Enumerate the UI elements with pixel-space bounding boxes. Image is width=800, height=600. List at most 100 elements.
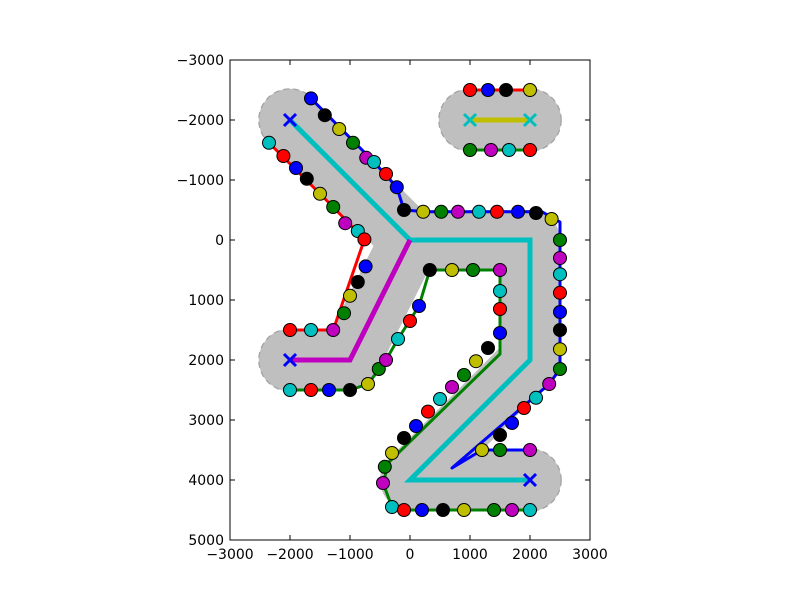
center-line-0 bbox=[288, 118, 533, 483]
boundary-point-60 bbox=[445, 263, 459, 277]
marker-layer bbox=[262, 83, 567, 517]
boundary-point-15 bbox=[283, 323, 297, 337]
boundary-point-75 bbox=[377, 459, 392, 474]
boundary-point-62 bbox=[493, 263, 507, 277]
y-tick-label: 0 bbox=[215, 233, 224, 249]
boundary-point-17 bbox=[317, 108, 332, 123]
boundary-point-59 bbox=[422, 263, 437, 277]
boundary-point-1 bbox=[276, 149, 291, 163]
boundary-point-31 bbox=[529, 206, 543, 220]
x-tick-label: −2000 bbox=[266, 547, 313, 563]
boundary-point-53 bbox=[361, 377, 375, 391]
boundary-point-29 bbox=[490, 204, 504, 219]
boundary-point-70 bbox=[433, 392, 447, 406]
boundary-point-2 bbox=[289, 161, 303, 175]
boundary-point-22 bbox=[379, 167, 393, 181]
x-marker-stroke bbox=[462, 112, 478, 128]
boundary-point-45 bbox=[493, 428, 507, 442]
boundary-point-40 bbox=[553, 362, 567, 376]
x-marker-3 bbox=[462, 112, 478, 128]
boundary-point-23 bbox=[389, 180, 404, 195]
boundary-point-56 bbox=[391, 332, 405, 346]
x-tick-label: 3000 bbox=[572, 547, 608, 563]
boundary-point-36 bbox=[553, 285, 567, 300]
boundary-point-24 bbox=[397, 203, 411, 217]
boundary-point-43 bbox=[517, 401, 531, 415]
y-tick-label: 5000 bbox=[188, 533, 224, 549]
boundary-point-46 bbox=[475, 443, 489, 457]
boundary-point-33 bbox=[553, 233, 567, 247]
boundary-point-35 bbox=[553, 267, 567, 282]
boundary-point-14 bbox=[304, 323, 318, 337]
boundary-point-91 bbox=[502, 143, 516, 157]
boundary-point-89 bbox=[463, 143, 477, 157]
boundary-point-11 bbox=[343, 288, 357, 303]
y-tick-label: −1000 bbox=[177, 173, 224, 189]
boundary-point-6 bbox=[338, 216, 353, 231]
y-tick-label: 3000 bbox=[188, 413, 224, 429]
boundary-point-42 bbox=[529, 390, 543, 405]
boundary-point-67 bbox=[469, 354, 483, 369]
boundary-point-18 bbox=[332, 122, 347, 136]
boundary-point-48 bbox=[523, 443, 537, 457]
boundary-point-78 bbox=[397, 503, 411, 517]
boundary-point-80 bbox=[436, 503, 450, 517]
x-marker-2 bbox=[522, 472, 538, 488]
boundary-point-92 bbox=[523, 143, 537, 157]
boundary-point-0 bbox=[262, 135, 276, 150]
boundary-point-44 bbox=[505, 416, 519, 430]
boundary-point-64 bbox=[493, 302, 507, 316]
boundary-point-71 bbox=[421, 404, 435, 419]
boundary-point-68 bbox=[457, 368, 471, 382]
boundary-point-12 bbox=[337, 306, 351, 321]
x-marker-stroke bbox=[282, 352, 298, 368]
x-marker-0 bbox=[282, 112, 298, 128]
boundary-point-41 bbox=[542, 377, 557, 391]
boundary-point-21 bbox=[367, 155, 381, 169]
boundary-point-39 bbox=[553, 342, 567, 357]
boundary-point-86 bbox=[481, 83, 495, 97]
boundary-point-32 bbox=[544, 212, 559, 226]
boundary-point-8 bbox=[357, 232, 372, 247]
x-axis: −3000 −2000 −1000 0 1000 2000 3000 bbox=[206, 60, 608, 563]
boundary-point-58 bbox=[412, 299, 426, 313]
boundary-point-65 bbox=[493, 326, 507, 340]
y-tick-label: −3000 bbox=[177, 53, 224, 69]
x-marker-stroke bbox=[522, 112, 538, 128]
boundary-point-19 bbox=[346, 135, 360, 150]
boundary-point-69 bbox=[445, 380, 459, 394]
boundary-point-3 bbox=[299, 171, 314, 186]
boundary-point-30 bbox=[511, 204, 525, 219]
boundary-point-27 bbox=[451, 204, 465, 219]
x-tick-label: −3000 bbox=[206, 547, 253, 563]
boundary-point-28 bbox=[472, 204, 486, 219]
boundary-point-5 bbox=[326, 200, 341, 214]
x-tick-label: 1000 bbox=[452, 547, 488, 563]
boundary-point-26 bbox=[434, 204, 449, 219]
boundary-point-87 bbox=[499, 83, 513, 97]
boundary-point-4 bbox=[313, 186, 327, 201]
center-line-1 bbox=[290, 238, 413, 363]
x-marker-stroke bbox=[282, 112, 298, 128]
x-marker-1 bbox=[282, 352, 298, 368]
boundary-point-37 bbox=[553, 305, 567, 319]
boundary-point-81 bbox=[457, 503, 471, 517]
boundary-point-83 bbox=[505, 503, 519, 517]
y-tick-label: 1000 bbox=[188, 293, 224, 309]
boundary-point-34 bbox=[553, 251, 567, 265]
boundary-point-38 bbox=[553, 323, 567, 337]
boundary-point-25 bbox=[416, 204, 431, 219]
x-tick-label: 2000 bbox=[512, 547, 548, 563]
boundary-point-51 bbox=[322, 383, 336, 397]
x-tick-label: −1000 bbox=[326, 547, 373, 563]
boundary-point-76 bbox=[376, 476, 390, 490]
boundary-point-50 bbox=[304, 383, 318, 397]
centerline-layer bbox=[288, 117, 533, 483]
y-tick-label: 2000 bbox=[188, 353, 224, 369]
boundary-point-61 bbox=[466, 263, 480, 277]
boundary-point-74 bbox=[385, 446, 399, 460]
x-marker-stroke bbox=[522, 472, 538, 488]
boundary-point-16 bbox=[304, 91, 318, 106]
boundary-point-90 bbox=[484, 143, 498, 157]
